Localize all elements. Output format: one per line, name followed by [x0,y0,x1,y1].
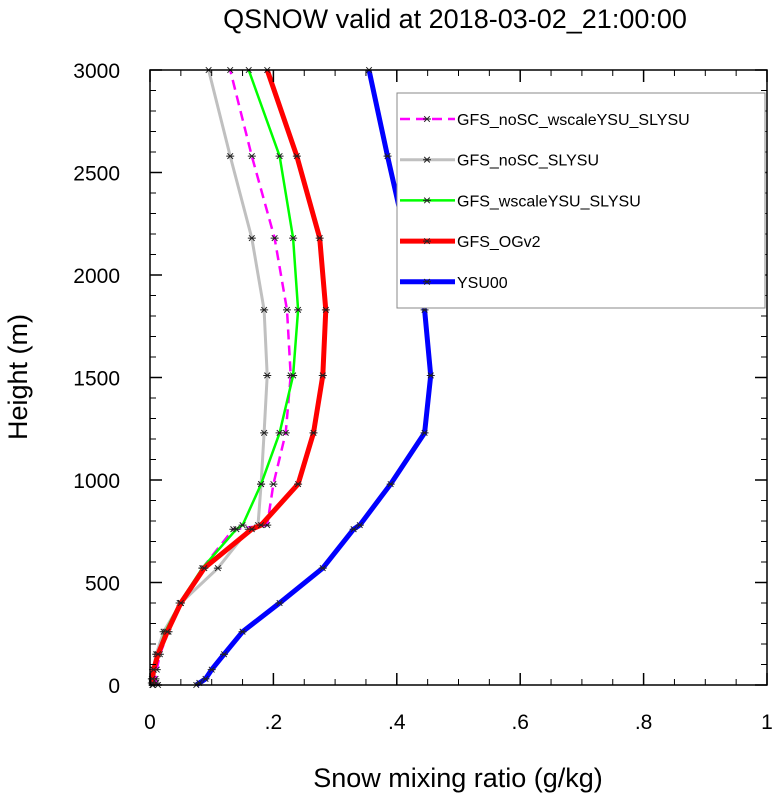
data-point [282,306,291,314]
data-point [226,152,235,160]
data-point [309,429,318,437]
legend-marker [423,237,431,245]
data-point [275,429,284,437]
legend: GFS_noSC_wscaleYSU_SLYSU GFS_noSC_SLYSU GF… [396,92,766,309]
y-tick-label: 500 [85,573,120,596]
y-tick-label: 1000 [73,470,120,493]
y-tick-label: 0 [108,675,120,698]
data-point [289,372,298,379]
data-point [263,372,272,379]
x-tick-label: 1 [761,711,773,734]
chart-title: QSNOW valid at 2018-03-02_21:00:00 [223,4,687,34]
legend-item: GFS_wscaleYSU_SLYSU [400,193,641,210]
data-point [318,372,327,379]
data-point [149,666,158,673]
data-point [270,234,279,242]
data-point [247,152,256,160]
plot-frame [149,69,768,686]
legend-label: GFS_wscaleYSU_SLYSU [457,193,641,210]
data-point [315,234,324,242]
data-point [257,521,266,529]
data-point [260,306,269,314]
data-point [289,234,298,242]
data-point [213,564,222,572]
data-point [232,526,241,533]
data-point [420,429,429,437]
series-line [150,69,329,686]
x-tick-label: .6 [511,711,529,734]
y-axis-label: Height (m) [3,314,33,440]
y-tick-label: 3000 [73,60,120,83]
data-point [269,480,278,488]
series-0 [151,66,295,689]
legend-item: YSU00 [400,275,508,292]
legend-label: GFS_OGv2 [457,234,541,251]
x-tick-label: .4 [388,711,406,734]
x-tick-label: 0 [144,711,156,734]
data-point [275,599,284,607]
data-point [321,306,330,314]
series-2 [148,66,303,689]
data-point [257,480,266,488]
y-tick-label: 2500 [73,163,120,186]
x-axis-label: Snow mixing ratio (g/kg) [313,763,603,793]
data-point [238,521,247,529]
data-point [292,152,301,160]
x-tick-label: .2 [265,711,283,734]
legend-marker [423,197,431,204]
legend-marker [423,115,431,123]
ticks-layer: 0 .2 .4 .6 .8 1 0 500 1000 1500 2000 2500 3000 [73,60,773,734]
data-point [260,429,269,437]
legend-label: GFS_noSC_wscaleYSU_SLYSU [457,112,690,129]
data-point [294,480,303,488]
data-point [200,564,209,572]
series-line [150,69,269,686]
data-point [247,234,256,242]
data-point [275,152,284,160]
x-tick-label: .8 [635,711,653,734]
series-line [154,69,292,686]
series-3 [148,66,330,689]
data-point [426,372,435,379]
series-layer [147,66,435,689]
data-point [383,152,392,160]
data-point [318,564,327,572]
data-point [176,599,185,607]
data-point [355,521,364,529]
data-point [207,666,216,673]
legend-box [396,92,766,309]
legend-marker [423,156,431,163]
series-line [151,69,300,686]
data-point [238,628,247,635]
data-point [220,651,229,658]
data-point [349,526,358,533]
data-point [163,628,172,635]
data-point [386,480,395,488]
legend-label: YSU00 [457,275,508,292]
data-point [294,306,303,314]
data-point [201,675,210,683]
data-point [247,526,256,533]
legend-item: GFS_noSC_SLYSU [400,153,599,170]
legend-label: GFS_noSC_SLYSU [457,153,599,170]
legend-marker [423,278,431,285]
data-point [154,651,163,658]
y-tick-label: 2000 [73,265,120,288]
legend-item: GFS_noSC_wscaleYSU_SLYSU [400,112,690,129]
y-tick-label: 1500 [73,368,120,391]
legend-item: GFS_OGv2 [400,234,541,251]
